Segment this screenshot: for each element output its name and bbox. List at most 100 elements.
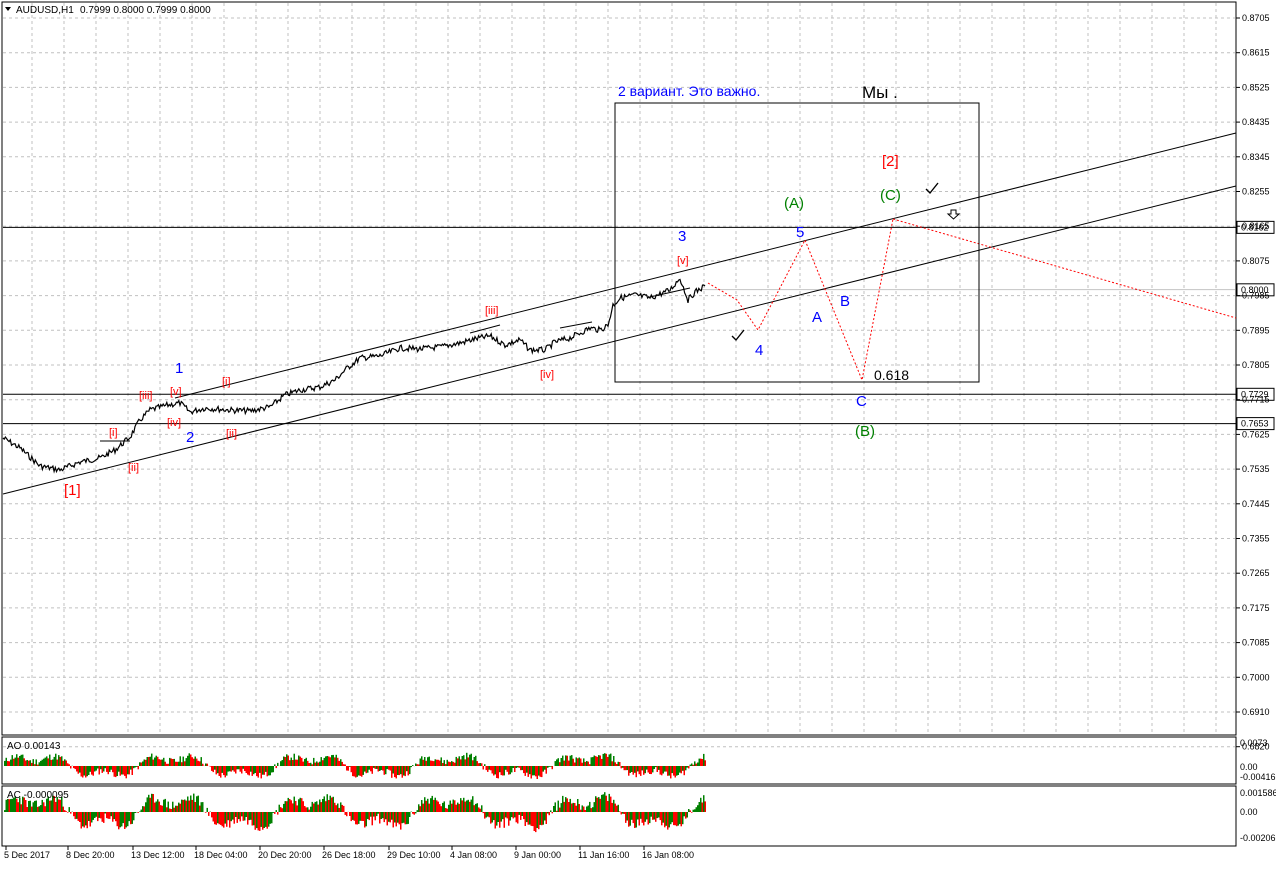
histogram-bar [637,766,639,771]
histogram-bar [40,805,42,812]
histogram-bar [379,766,381,771]
price-tick-label: 0.7535 [1242,464,1270,474]
ac-histogram [4,792,706,832]
ao-tick-bottom: -0.00416 [1240,772,1276,782]
histogram-bar [57,760,59,766]
histogram-bar [270,766,272,775]
histogram-bar [343,764,345,766]
histogram-bar [424,797,426,812]
histogram-bar [490,812,492,824]
histogram-bar [646,766,648,770]
histogram-bar [496,766,498,778]
histogram-bar [165,799,167,812]
histogram-bar [297,805,299,812]
histogram-bar [469,755,471,766]
histogram-bar [444,801,446,812]
histogram-bar [51,760,53,766]
histogram-bar [169,758,171,766]
histogram-bar [352,766,354,776]
histogram-bar [361,812,363,821]
channel-line[interactable] [3,186,1236,494]
histogram-bar [457,758,459,766]
histogram-bar [340,802,342,812]
histogram-bar [189,753,191,766]
projection-path-tail[interactable] [893,219,1236,318]
histogram-bar [501,766,503,775]
wave-label: [v] [677,255,689,267]
channel-line[interactable] [175,133,1236,398]
histogram-bar [625,812,627,823]
histogram-bar [475,756,477,766]
wave-label: 5 [796,224,804,241]
histogram-bar [67,763,69,766]
histogram-bar [202,802,204,812]
histogram-bar [25,800,27,812]
histogram-bar [676,766,678,776]
histogram-bar [472,796,474,812]
histogram-bar [147,797,149,812]
histogram-bar [663,812,665,823]
histogram-bar [672,766,674,773]
triangle-down-icon[interactable] [5,7,11,11]
price-tick-label: 0.7000 [1242,672,1270,682]
histogram-bar [429,757,431,766]
histogram-bar [163,758,165,766]
trendline-short[interactable] [470,325,500,333]
histogram-bar [10,799,12,812]
price-tick-label: 0.6910 [1242,707,1270,717]
histogram-bar [466,801,468,813]
histogram-bar [486,766,488,770]
price-tick-label: 0.8165 [1242,221,1270,231]
wave-projection[interactable] [708,183,1236,380]
histogram-bar [250,812,252,820]
histogram-bar [507,812,509,818]
histogram-bar [402,812,404,823]
price-tick-label: 0.7985 [1242,291,1270,301]
histogram-bar [348,766,350,771]
histogram-bar [360,766,362,776]
histogram-bar [195,802,197,812]
histogram-bar [253,812,255,825]
histogram-bar [396,812,398,826]
histogram-bar [157,799,159,812]
price-tick-label: 0.7355 [1242,534,1270,544]
histogram-bar [619,811,621,812]
histogram-bar [7,761,9,766]
ac-tick-zero: 0.00 [1240,807,1258,817]
histogram-bar [388,812,390,822]
histogram-bar [118,766,120,772]
histogram-bar [310,807,312,812]
histogram-bar [493,766,495,776]
histogram-bar [642,766,644,770]
histogram-bar [43,759,45,766]
histogram-bar [19,756,21,766]
histogram-bar [468,800,470,812]
histogram-bar [331,798,333,813]
histogram-bar [328,756,330,766]
histogram-bar [670,812,672,824]
histogram-bar [478,763,480,766]
histogram-bar [340,759,342,766]
histogram-bar [138,812,140,813]
histogram-bar [228,812,230,820]
time-tick-label: 16 Jan 08:00 [642,850,694,860]
histogram-bar [565,755,567,766]
histogram-bar [636,766,638,777]
histogram-bar [556,759,558,766]
histogram-bar [285,801,287,812]
histogram-bar [307,761,309,766]
histogram-bar [649,766,651,774]
histogram-bar [33,802,35,812]
histogram-bar [433,800,435,812]
histogram-bar [699,759,701,766]
histogram-bar [64,759,66,766]
histogram-bar [148,795,150,812]
histogram-bar [21,804,23,812]
histogram-bar [543,766,545,772]
histogram-bar [40,761,42,766]
histogram-bar [627,812,629,821]
histogram-bar [577,758,579,766]
histogram-bar [375,812,377,820]
